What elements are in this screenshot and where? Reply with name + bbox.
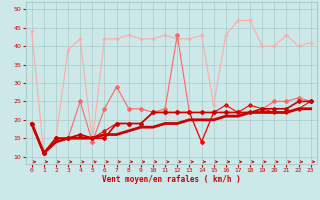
X-axis label: Vent moyen/en rafales ( km/h ): Vent moyen/en rafales ( km/h ) (102, 175, 241, 184)
